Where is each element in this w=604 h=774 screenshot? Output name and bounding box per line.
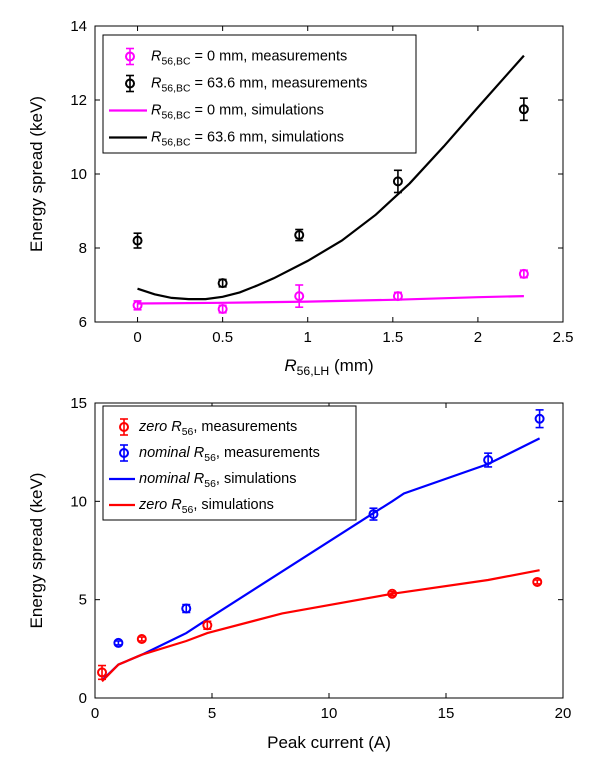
y-tick-label: 0	[79, 690, 87, 707]
legend-item: R56,BC = 63.6 mm, measurements	[125, 74, 367, 95]
x-tick-label: 20	[555, 705, 572, 722]
x-axis-label: Peak current (A)	[267, 733, 391, 752]
chart-panel-2: 0 5 10 15 20 0 5 10 15 Energy spread (keV) Peak cu…	[27, 395, 571, 752]
data-point	[202, 620, 213, 631]
x-tick-label: 0.5	[212, 329, 233, 346]
legend-item: R56,BC = 63.6 mm, simulations	[109, 130, 344, 149]
y-tick-label: 12	[70, 92, 87, 109]
legend-item: zero R56, measurements	[119, 418, 297, 438]
legend-item: nominal R56, simulations	[109, 471, 297, 490]
x-tick-label: 10	[321, 705, 338, 722]
y-axis-label: Energy spread (keV)	[27, 96, 46, 252]
legend-item: R56,BC = 0 mm, simulations	[109, 103, 324, 122]
legend-item: R56,BC = 0 mm, measurements	[125, 47, 347, 68]
x-tick-label: 1.5	[382, 329, 403, 346]
data-point	[368, 507, 379, 521]
series-line-3	[137, 295, 524, 305]
data-point	[97, 664, 108, 681]
legend-label: R56,BC = 0 mm, simulations	[151, 103, 324, 122]
series-line-4	[101, 569, 540, 683]
data-point	[518, 97, 529, 122]
data-point	[181, 603, 192, 614]
data-point	[387, 588, 398, 599]
y-tick-label: 15	[70, 395, 87, 412]
data-point	[294, 284, 305, 309]
y-tick-label: 14	[70, 18, 87, 35]
data-point	[132, 232, 143, 249]
data-point	[217, 304, 228, 315]
legend-label: R56,BC = 63.6 mm, simulations	[151, 130, 344, 149]
data-point	[483, 452, 494, 468]
y-axis-label: Energy spread (keV)	[27, 473, 46, 629]
data-point	[392, 291, 403, 302]
x-tick-label: 0	[91, 705, 99, 722]
x-tick-label: 5	[208, 705, 216, 722]
y-tick-label: 8	[79, 240, 87, 257]
y-tick-label: 10	[70, 493, 87, 510]
x-tick-label: 2.5	[553, 329, 574, 346]
legend-label: nominal R56, simulations	[139, 471, 297, 490]
y-tick-label: 6	[79, 314, 87, 331]
data-point	[136, 634, 147, 644]
legend-label: zero R56, simulations	[138, 497, 274, 516]
x-tick-label: 0	[133, 329, 141, 346]
data-point	[518, 268, 529, 279]
legend-item: nominal R56, measurements	[119, 444, 320, 464]
y-tick-label: 5	[79, 592, 87, 609]
legend-label: R56,BC = 0 mm, measurements	[151, 49, 347, 68]
x-tick-label: 2	[474, 329, 482, 346]
series-line-4	[137, 54, 525, 301]
data-point	[532, 576, 543, 587]
data-point	[113, 637, 124, 648]
legend-label: R56,BC = 63.6 mm, measurements	[151, 76, 367, 95]
legend-item: zero R56, simulations	[109, 497, 274, 516]
legend: zero R56, measurements nominal R56, measu…	[102, 405, 357, 521]
data-point	[132, 300, 143, 311]
x-tick-label: 15	[438, 705, 455, 722]
data-point	[534, 409, 545, 429]
data-point	[392, 169, 403, 194]
x-tick-label: 1	[304, 329, 312, 346]
x-axis-label: R56,LH (mm)	[284, 356, 373, 378]
legend-label: nominal R56, measurements	[139, 445, 320, 464]
legend: R56,BC = 0 mm, measurements R56,BC = 63.6…	[102, 34, 417, 154]
y-tick-label: 10	[70, 166, 87, 183]
data-point	[217, 278, 228, 289]
chart-panel-1: 0 0.5 1 1.5 2 2.5 6 8 10 12 14 Energy spread (keV) R…	[27, 18, 573, 378]
legend-label: zero R56, measurements	[138, 419, 297, 438]
data-point	[294, 228, 305, 242]
